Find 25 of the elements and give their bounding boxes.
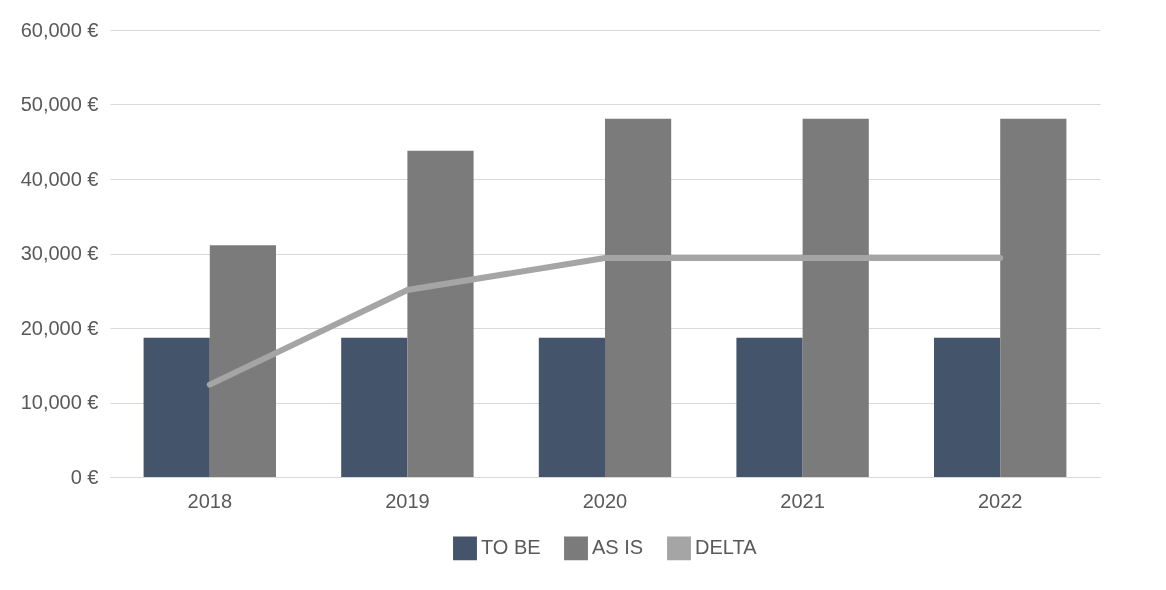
x-tick-label: 2019 bbox=[385, 489, 430, 512]
y-tick-label: 40,000 € bbox=[20, 167, 99, 190]
y-tick-label: 60,000 € bbox=[20, 18, 99, 41]
legend-label: TO BE bbox=[481, 536, 541, 559]
x-tick-label: 2020 bbox=[582, 489, 628, 512]
bar bbox=[407, 150, 474, 477]
y-tick-label: 0 € bbox=[70, 465, 99, 488]
bar bbox=[209, 245, 276, 477]
legend-label: AS IS bbox=[592, 536, 644, 559]
y-tick-label: 20,000 € bbox=[20, 316, 99, 339]
y-tick-label: 50,000 € bbox=[20, 93, 99, 115]
bar bbox=[341, 337, 408, 477]
bar bbox=[538, 337, 605, 477]
y-tick-label: 30,000 € bbox=[20, 242, 99, 264]
bar bbox=[934, 337, 1001, 477]
x-tick-label: 2022 bbox=[977, 489, 1023, 512]
bar bbox=[736, 337, 803, 477]
bar bbox=[605, 118, 672, 477]
x-tick-label: 2018 bbox=[187, 489, 233, 512]
x-tick-label: 2021 bbox=[780, 489, 825, 512]
bar bbox=[802, 118, 869, 477]
y-tick-label: 10,000 € bbox=[20, 391, 99, 413]
legend-label: DELTA bbox=[695, 536, 758, 559]
bar bbox=[143, 337, 210, 477]
bar bbox=[1000, 118, 1067, 477]
